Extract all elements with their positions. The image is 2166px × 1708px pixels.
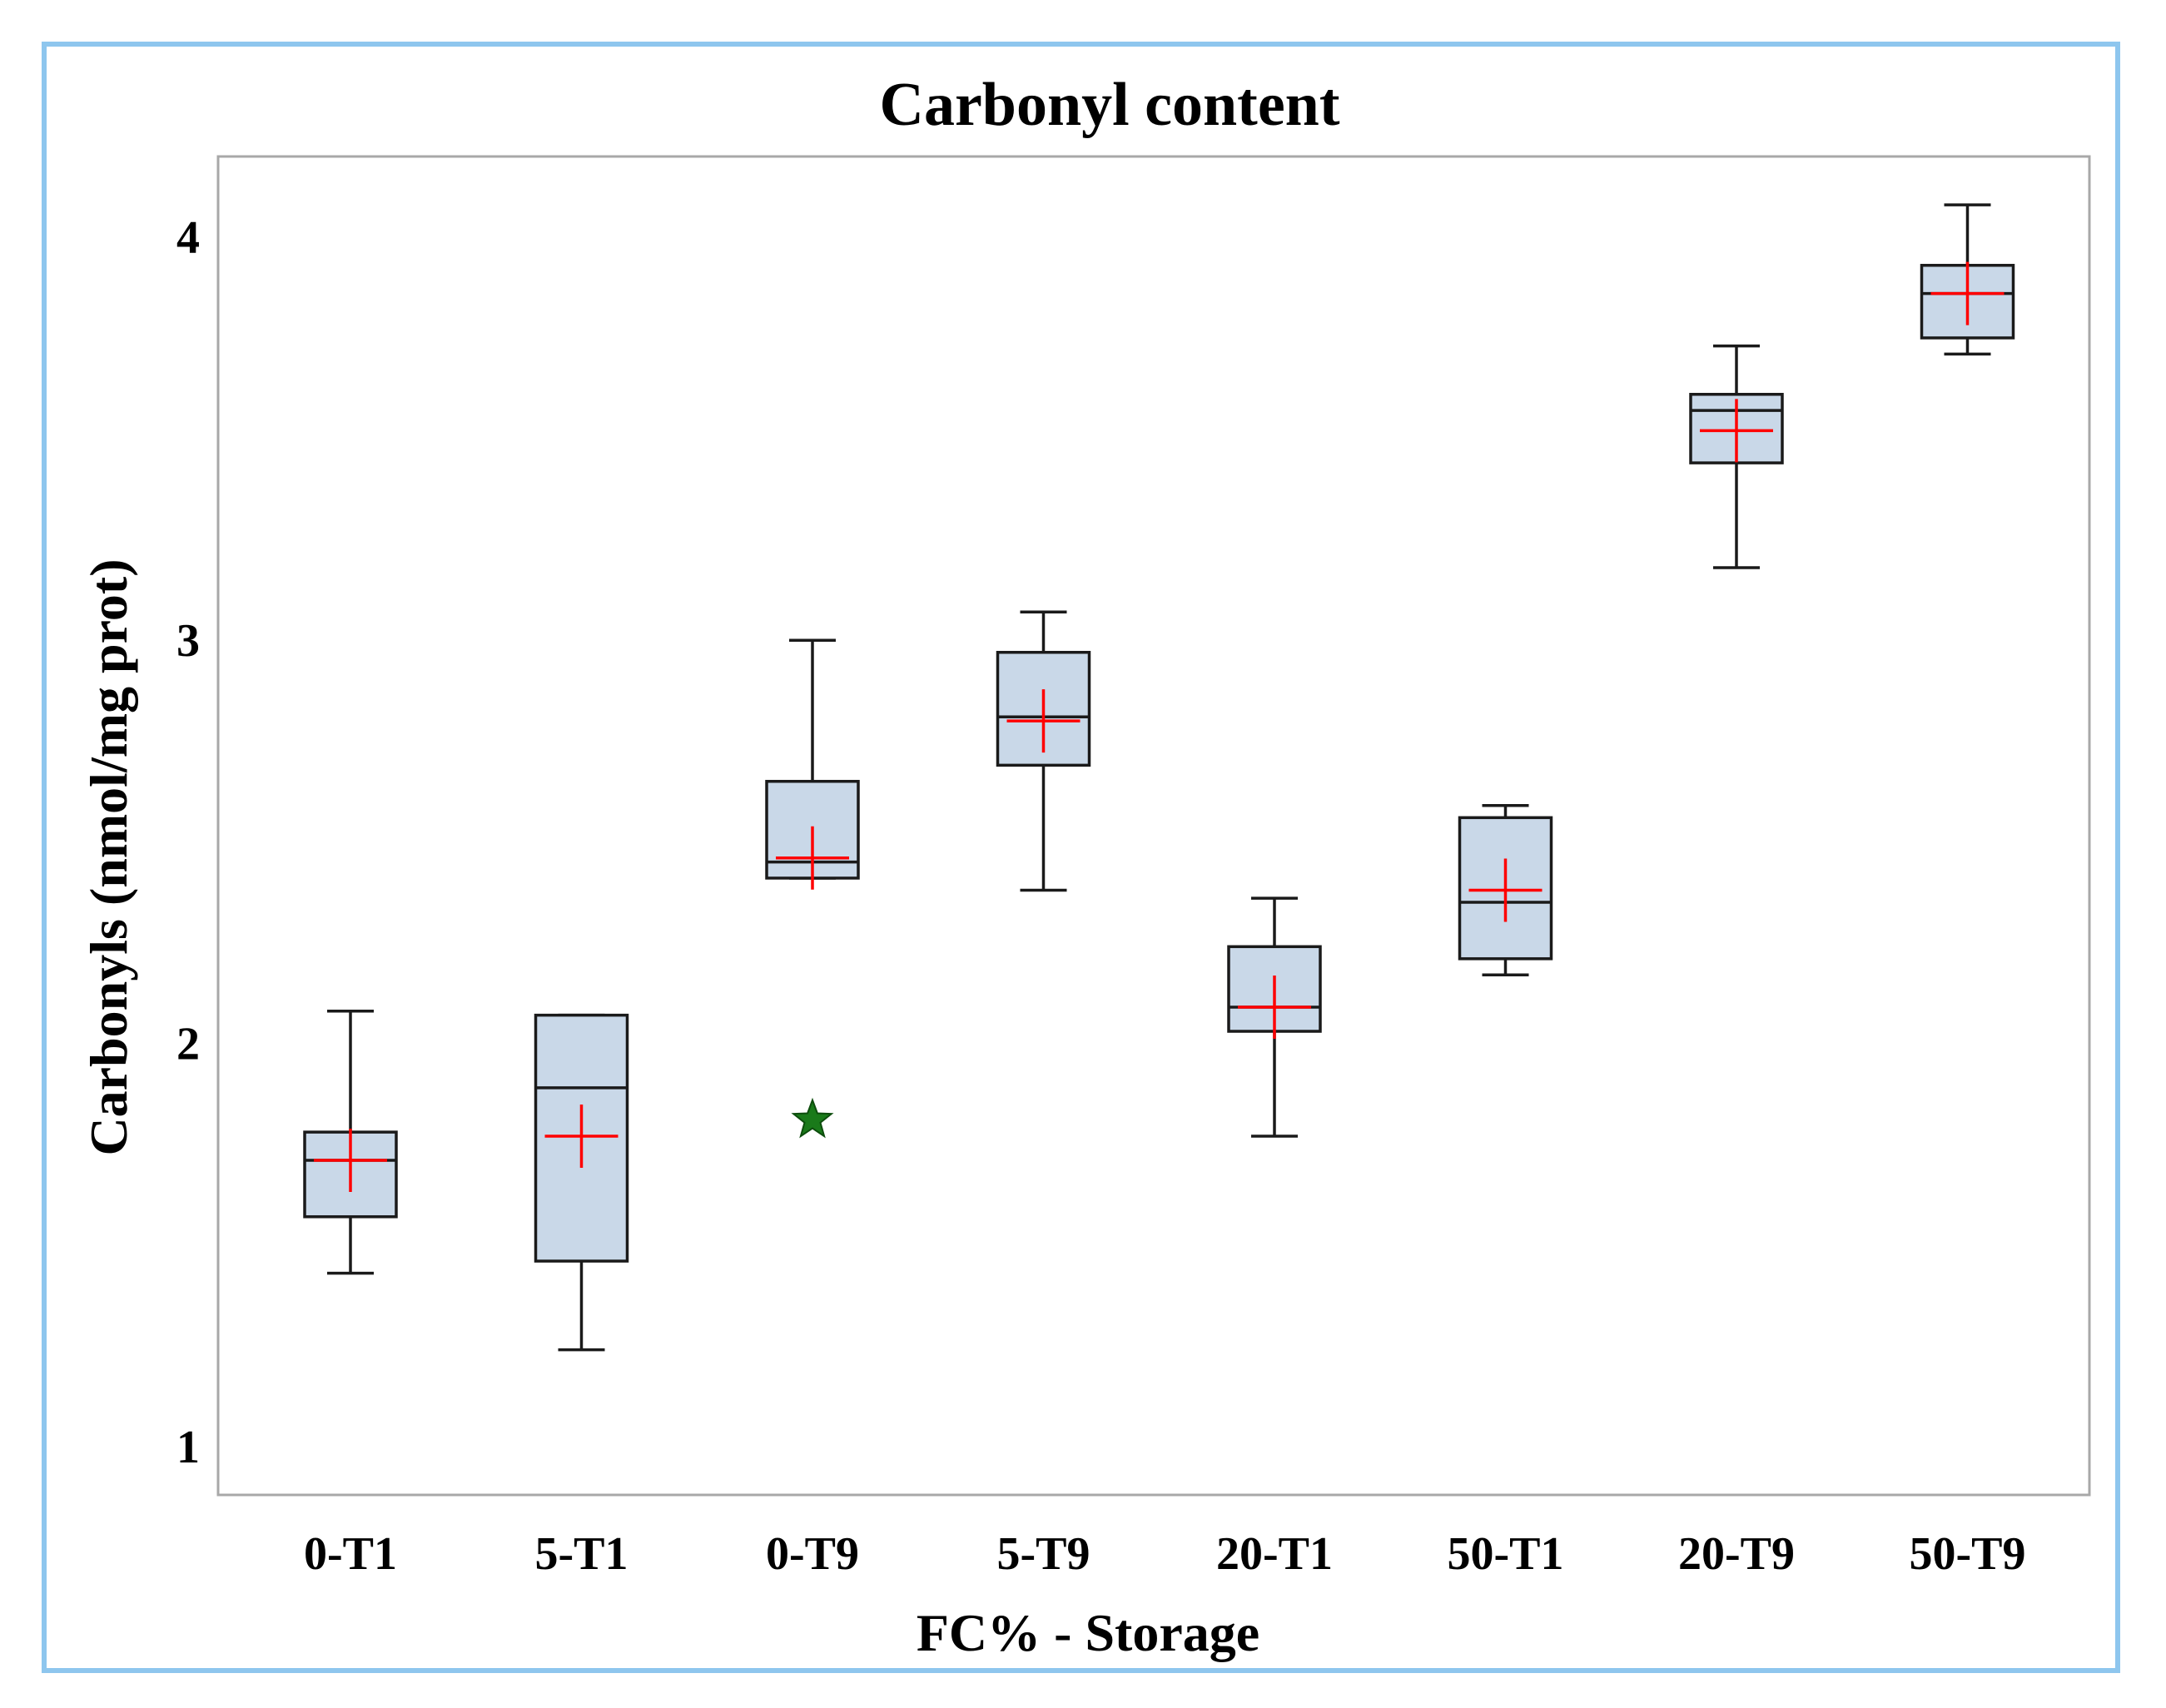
x-tick-label: 20-T1 xyxy=(1216,1528,1333,1580)
box-20-T9 xyxy=(1689,344,1784,569)
x-tick-label: 50-T1 xyxy=(1448,1528,1564,1580)
box-series xyxy=(303,203,2015,1352)
chart-title: Carbonyl content xyxy=(880,71,1340,139)
box-0-T1 xyxy=(303,1010,398,1275)
outlier-star xyxy=(791,1097,834,1139)
x-tick-label: 0-T1 xyxy=(304,1528,397,1580)
box-20-T1 xyxy=(1227,896,1322,1138)
box-5-T1 xyxy=(534,1013,629,1352)
y-tick-label: 2 xyxy=(176,1019,200,1070)
box-0-T9 xyxy=(765,638,860,890)
x-tick-label: 20-T9 xyxy=(1678,1528,1795,1580)
box-50-T1 xyxy=(1458,804,1553,976)
x-axis-label: FC% - Storage xyxy=(917,1603,1259,1662)
y-tick-label: 1 xyxy=(176,1422,200,1473)
y-tick-label: 3 xyxy=(176,615,200,667)
y-tick-label: 4 xyxy=(176,212,200,264)
x-tick-label: 5-T9 xyxy=(997,1528,1090,1580)
y-axis-ticks: 1 2 3 4 xyxy=(176,212,200,1473)
outlier-series xyxy=(791,1097,834,1139)
y-axis-label: Carbonyls (nmol/mg prot) xyxy=(79,559,138,1155)
x-tick-label: 0-T9 xyxy=(766,1528,859,1580)
x-axis-ticks: 0-T1 5-T1 0-T9 5-T9 20-T1 50-T1 20-T9 50-T9 xyxy=(304,1528,2026,1580)
box-5-T9 xyxy=(996,610,1091,892)
x-tick-label: 5-T1 xyxy=(535,1528,628,1580)
x-tick-label: 50-T9 xyxy=(1910,1528,2026,1580)
plot-area xyxy=(216,155,2091,1497)
box-50-T9 xyxy=(1920,203,2015,356)
